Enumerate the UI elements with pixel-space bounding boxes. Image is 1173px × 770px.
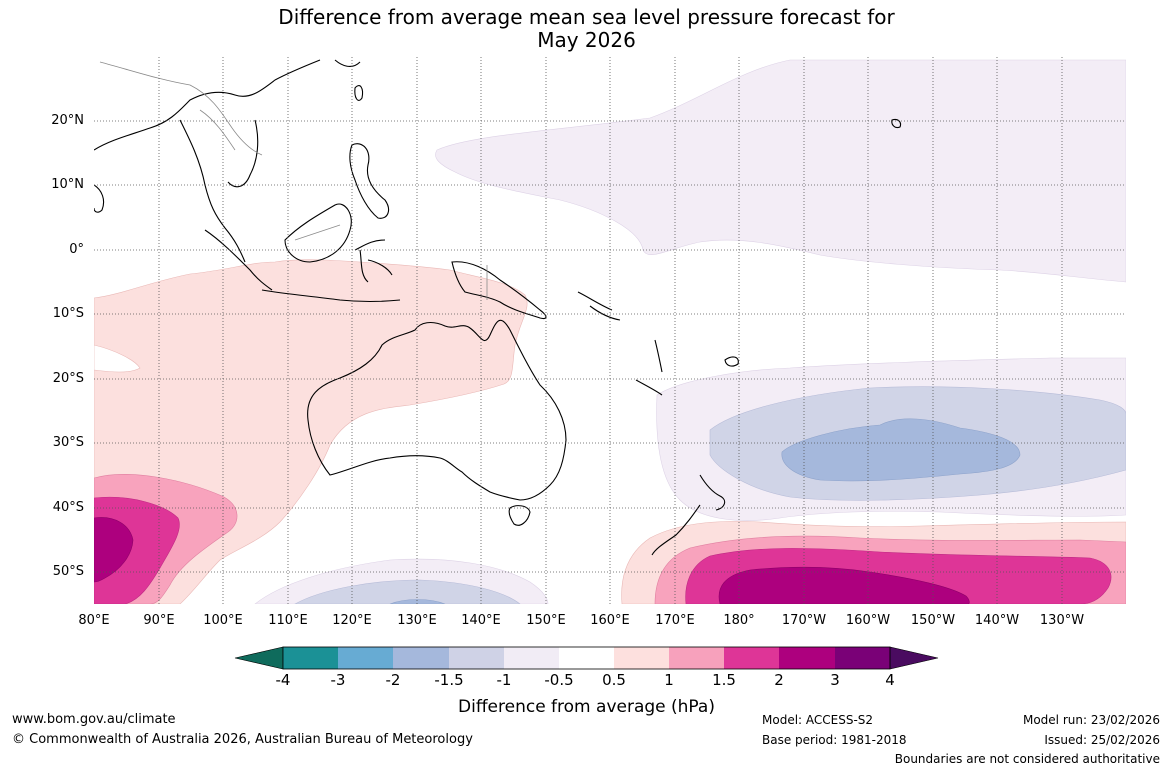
footer-issued: Issued: 25/02/2026	[1044, 733, 1160, 747]
colorbar-tick-minus3: -3	[330, 671, 346, 689]
lon-label-150e: 150°E	[526, 613, 566, 628]
footer-copyright: © Commonwealth of Australia 2026, Austra…	[12, 732, 473, 747]
lat-label-10s: 10°S	[52, 306, 84, 321]
colorbar-segment-1-1p5	[669, 647, 724, 669]
coastline-australia	[307, 319, 567, 501]
footer-model-run: Model run: 23/02/2026	[1022, 713, 1160, 727]
colorbar-segment-gt-4	[889, 646, 939, 670]
colorbar-tick-2: 2	[774, 671, 784, 689]
lon-label-150w: 150°W	[910, 613, 956, 628]
coastline-japan-south	[334, 59, 361, 68]
lat-label-10n: 10°N	[51, 177, 84, 192]
coastline-new-zealand	[651, 474, 726, 556]
pressure-anomaly-map	[94, 57, 1126, 604]
lon-label-160w: 160°W	[845, 613, 891, 628]
anomaly-region-south-australia-2	[294, 579, 521, 604]
lat-label-50s: 50°S	[52, 564, 84, 579]
colorbar-segment-minus4-minus3	[283, 647, 338, 669]
colorbar-segment-minus1-minus0p5	[504, 647, 559, 669]
anomaly-region-south-australia-3	[389, 599, 446, 604]
colorbar-tick-minus1p5: -1.5	[434, 671, 464, 689]
footer-disclaimer: Boundaries are not considered authoritat…	[894, 752, 1160, 766]
footer-base-period: Base period: 1981-2018	[762, 733, 907, 747]
footer-model: Model: ACCESS-S2	[762, 713, 874, 727]
colorbar-tick-minus2: -2	[385, 671, 401, 689]
lat-label-20n: 20°N	[51, 113, 84, 128]
coastline-southeast-asia	[94, 59, 321, 263]
colorbar-tick-3: 3	[830, 671, 840, 689]
coastline-india	[94, 184, 105, 213]
coastline-new-guinea	[451, 261, 547, 320]
map-title-line2: May 2026	[537, 28, 636, 52]
anomaly-region-nz-2	[718, 566, 970, 604]
lat-label-40s: 40°S	[52, 500, 84, 515]
coastline-fiji	[724, 356, 739, 367]
lat-label-0: 0°	[69, 242, 84, 257]
colorbar-segment-minus0p5-0p5	[559, 647, 614, 669]
lon-label-130e: 130°E	[397, 613, 437, 628]
coastline-philippines	[349, 143, 390, 219]
coastline-vanuatu	[654, 339, 663, 373]
coastlines	[94, 59, 902, 556]
lon-label-130w: 130°W	[1039, 613, 1085, 628]
colorbar-segment-minus1p5-minus1	[449, 647, 504, 669]
footer-website: www.bom.gov.au/climate	[12, 712, 176, 727]
coastline-solomon-islands	[577, 291, 621, 321]
colorbar-tick-minus4: -4	[275, 671, 291, 689]
colorbar-segment-2-3	[779, 647, 835, 669]
border-borneo	[294, 224, 341, 241]
lon-label-140w: 140°W	[974, 613, 1020, 628]
coastline-new-caledonia	[635, 379, 663, 396]
colorbar-segment-lt-minus4	[234, 646, 284, 670]
colorbar-tick-minus0p5: -0.5	[544, 671, 574, 689]
graticule	[94, 57, 1126, 604]
colorbar-segment-1p5-2	[724, 647, 779, 669]
coastline-tasmania	[508, 505, 531, 526]
country-borders	[99, 61, 488, 300]
colorbar-segment-minus2-minus1p5	[393, 647, 449, 669]
colorbar-tick-1p5: 1.5	[712, 671, 736, 689]
colorbar-segment-minus3-minus2	[338, 647, 393, 669]
border-indochina	[99, 61, 263, 156]
anomaly-region-south-pacific-1p5	[781, 418, 1021, 482]
colorbar-tick-minus1: -1	[496, 671, 512, 689]
lon-label-100e: 100°E	[203, 613, 243, 628]
map-title-line1: Difference from average mean sea level p…	[278, 5, 895, 29]
anomaly-region-sw-indian-2	[94, 517, 134, 583]
lon-label-170e: 170°E	[655, 613, 695, 628]
colorbar-tick-1: 1	[664, 671, 674, 689]
coastline-borneo	[284, 203, 352, 263]
lat-label-20s: 20°S	[52, 371, 84, 386]
lon-label-90e: 90°E	[143, 613, 175, 628]
colorbar-frame	[282, 646, 891, 670]
lon-label-140e: 140°E	[461, 613, 501, 628]
lat-label-30s: 30°S	[52, 435, 84, 450]
anomaly-gap-indian-ocean	[94, 344, 141, 373]
lon-label-170w: 170°W	[781, 613, 827, 628]
anomaly-region-north-pacific	[435, 59, 1126, 283]
colorbar-segment-3-4	[835, 647, 890, 669]
coastline-java-sumatra	[204, 229, 401, 303]
colorbar-segment-0p5-1	[614, 647, 669, 669]
coastline-taiwan	[354, 85, 364, 101]
lon-label-80e: 80°E	[78, 613, 110, 628]
colorbar-tick-4: 4	[885, 671, 895, 689]
lon-label-110e: 110°E	[268, 613, 308, 628]
colorbar-label: Difference from average (hPa)	[458, 697, 715, 717]
coastline-sulawesi	[354, 239, 393, 283]
lon-label-180: 180°	[723, 613, 755, 628]
colorbar-tick-0p5: 0.5	[602, 671, 626, 689]
lon-label-160e: 160°E	[590, 613, 630, 628]
coastline-hawaii	[891, 118, 902, 129]
lon-label-120e: 120°E	[332, 613, 372, 628]
